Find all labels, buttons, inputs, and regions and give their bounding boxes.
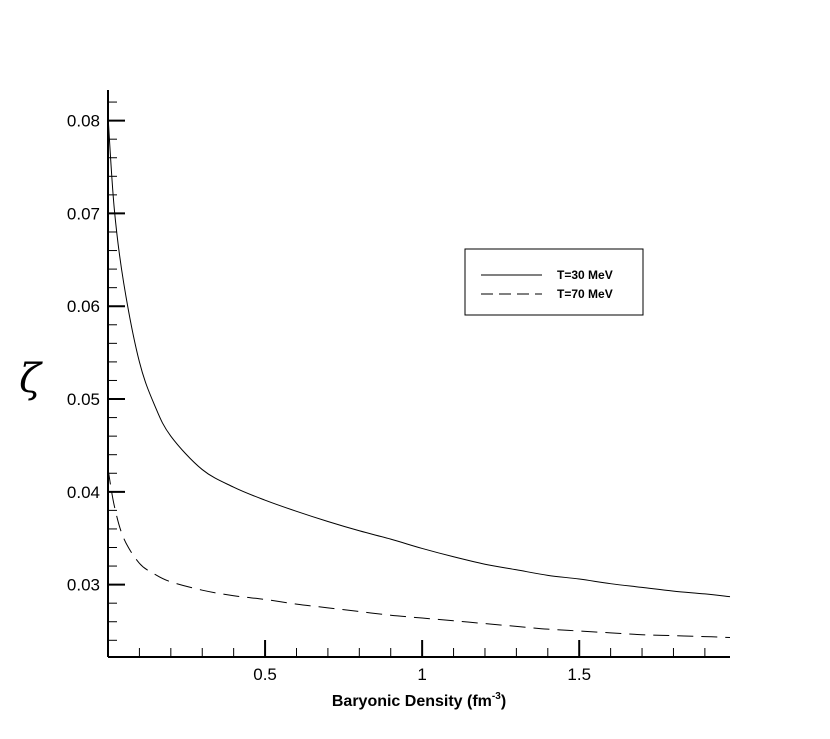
y-tick-label: 0.04 [67,483,100,502]
x-tick-label: 0.5 [253,665,277,684]
legend-box [464,248,644,316]
y-tick-label: 0.06 [67,297,100,316]
legend-label-series-2: T=70 MeV [557,287,613,301]
series-line-1 [107,115,731,598]
ticks: 0.03 0.04 0.05 0.06 0.07 0.08 0.5 1 1.5 [67,101,706,684]
y-tick-label: 0.08 [67,112,100,131]
x-tick-label: 1 [417,665,426,684]
x-axis-label-sup: -3 [492,691,501,702]
series-lines [107,115,731,639]
x-tick-label: 1.5 [567,665,591,684]
y-tick-label: 0.07 [67,204,100,223]
legend: T=30 MeV T=70 MeV [464,248,644,316]
legend-label-series-1: T=30 MeV [557,268,613,282]
y-tick-label: 0.03 [67,576,100,595]
axes [107,90,730,658]
x-axis-label-close: ) [501,693,506,710]
y-axis-label: ζ [19,356,43,402]
series-line-2 [107,468,731,639]
y-tick-label: 0.05 [67,390,100,409]
x-axis-label-main: Baryonic Density (fm [332,693,492,710]
x-axis-label: Baryonic Density (fm-3) [332,691,506,710]
